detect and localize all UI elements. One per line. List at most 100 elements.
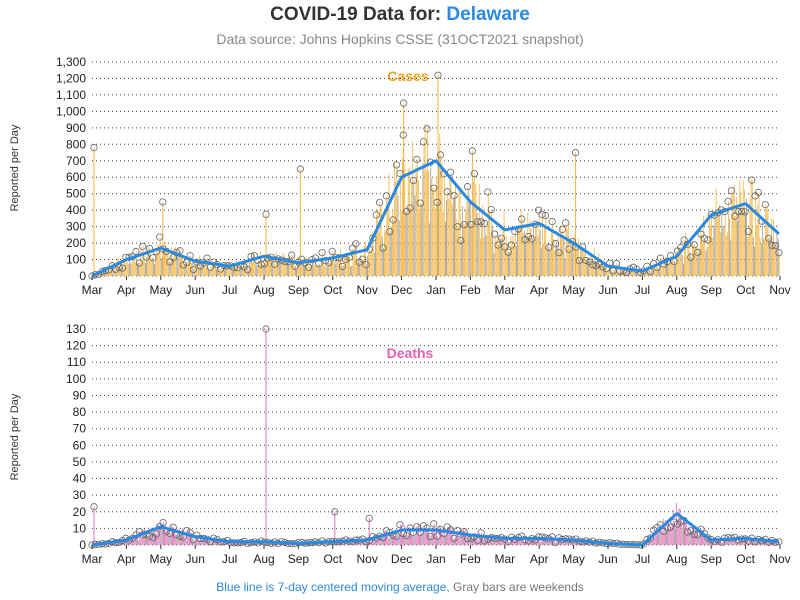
cases-bar xyxy=(563,239,565,276)
cases-bar xyxy=(452,199,454,276)
deaths-x-tick-label: May xyxy=(149,552,172,566)
deaths-bar xyxy=(150,527,152,545)
cases-marker xyxy=(565,245,573,253)
cases-bar xyxy=(236,261,238,276)
cases-bar xyxy=(469,201,471,276)
cases-bar xyxy=(776,233,778,276)
cases-bar xyxy=(496,231,498,276)
cases-marker xyxy=(487,205,495,214)
cases-marker xyxy=(507,241,516,249)
deaths-bar xyxy=(664,520,666,545)
deaths-bar xyxy=(652,538,654,545)
deaths-x-tick-label: May xyxy=(562,552,585,566)
cases-bar xyxy=(141,259,143,276)
cases-bar xyxy=(202,261,204,276)
cases-bar xyxy=(689,252,691,276)
deaths-bar xyxy=(567,537,569,545)
cases-x-tick-label: Sep xyxy=(701,283,723,297)
deaths-bar xyxy=(164,529,165,545)
cases-bar xyxy=(677,250,679,276)
cases-bar xyxy=(170,246,172,276)
cases-bar xyxy=(748,231,750,276)
cases-x-tick-label: Feb xyxy=(460,283,481,297)
cases-bar xyxy=(697,252,699,276)
cases-x-tick-label: Nov xyxy=(357,283,378,297)
cases-bar xyxy=(143,254,145,276)
cases-bar xyxy=(149,248,151,276)
cases-bar xyxy=(651,268,653,276)
cases-bar xyxy=(527,212,529,276)
cases-bar xyxy=(572,241,574,276)
cases-bar xyxy=(441,163,443,276)
deaths-bar xyxy=(742,541,744,545)
cases-bar xyxy=(366,264,367,276)
deaths-bar xyxy=(679,508,681,545)
cases-bar xyxy=(315,257,317,276)
deaths-bar xyxy=(385,531,387,545)
cases-bar xyxy=(685,232,687,276)
deaths-bar xyxy=(167,528,169,545)
cases-bar xyxy=(283,254,285,276)
deaths-bar xyxy=(458,538,460,545)
deaths-bar xyxy=(225,542,226,545)
cases-bar xyxy=(242,267,243,276)
cases-bar xyxy=(725,235,727,276)
cases-marker xyxy=(379,244,387,252)
cases-bar xyxy=(576,248,578,276)
cases-bar xyxy=(152,257,154,276)
cases-bar xyxy=(465,209,467,276)
cases-bar xyxy=(318,263,320,276)
cases-bar xyxy=(605,268,606,276)
cases-bar xyxy=(362,259,364,276)
deaths-bar xyxy=(441,534,443,545)
deaths-bar xyxy=(534,540,535,545)
cases-bar xyxy=(534,242,535,276)
cases-bar xyxy=(158,245,160,276)
deaths-x-tick-label: Feb xyxy=(460,552,481,566)
cases-marker xyxy=(352,240,360,248)
cases-bar xyxy=(292,260,294,276)
deaths-bar xyxy=(446,533,447,545)
deaths-bar xyxy=(725,539,727,545)
cases-bar xyxy=(509,251,511,276)
cases-bar xyxy=(622,267,623,276)
cases-bar xyxy=(295,266,296,276)
deaths-bar xyxy=(342,541,344,545)
cases-bar xyxy=(114,270,116,276)
cases-bar xyxy=(655,266,657,276)
cases-bar xyxy=(341,254,343,276)
deaths-marker xyxy=(704,534,712,542)
deaths-bar xyxy=(209,538,211,545)
cases-bar xyxy=(169,261,171,276)
cases-bar xyxy=(192,259,194,276)
cases-marker xyxy=(771,242,780,250)
cases-bar xyxy=(408,167,410,276)
deaths-bar xyxy=(275,543,277,545)
cases-bar xyxy=(759,238,761,276)
deaths-bar xyxy=(659,530,661,545)
deaths-bar xyxy=(239,542,241,545)
cases-bar xyxy=(652,268,654,276)
cases-bar xyxy=(328,262,330,276)
cases-bar xyxy=(102,271,103,276)
cases-bar xyxy=(510,236,512,276)
deaths-bar xyxy=(428,530,429,545)
cases-bar xyxy=(368,252,370,276)
cases-bar xyxy=(239,270,241,276)
deaths-bar xyxy=(172,527,173,545)
cases-bar xyxy=(468,195,470,276)
cases-bar xyxy=(175,246,177,276)
deaths-y-tick-label: 120 xyxy=(66,339,86,353)
deaths-bar xyxy=(424,527,426,545)
cases-marker xyxy=(470,169,478,178)
cases-y-ticks: 0 100 200 300 400 500 600 700 800 900 1,000 1,100 1,… xyxy=(56,55,86,283)
cases-marker xyxy=(260,260,269,268)
cases-bar xyxy=(742,180,744,276)
cases-bar xyxy=(129,257,131,276)
cases-bar xyxy=(728,201,729,276)
deaths-bar xyxy=(183,537,185,545)
cases-bar xyxy=(154,263,155,276)
cases-bar xyxy=(213,262,215,276)
cases-bar xyxy=(607,270,609,276)
deaths-bar xyxy=(681,527,683,545)
